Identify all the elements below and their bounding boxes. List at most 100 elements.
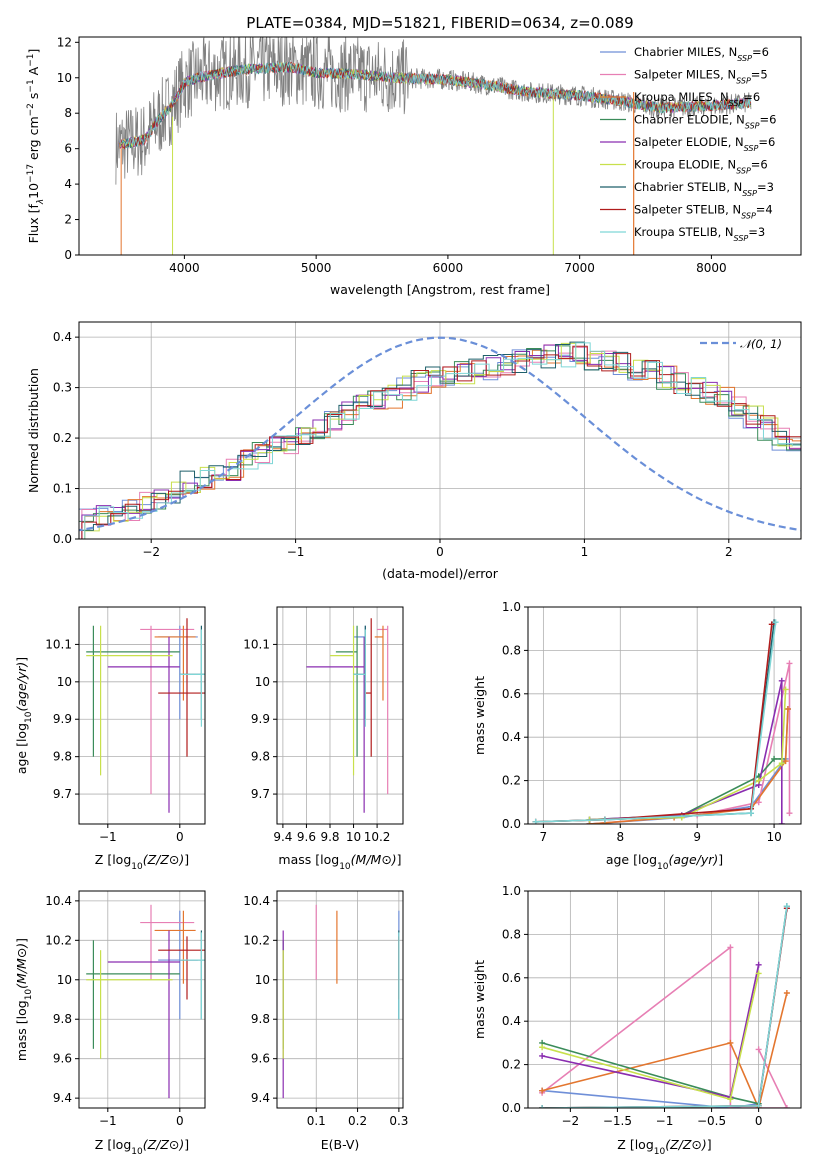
- panel-weight_vs_age: 7 8 9 10 0.0 0.2 0.4 0.6 0.8 1.0 mass weight age [l…: [472, 600, 802, 872]
- y-tick-label: 10: [255, 973, 270, 987]
- weight-point: [601, 816, 608, 823]
- y-tick-label: 9.6: [251, 1052, 270, 1066]
- legend-entry: Kroupa ELODIE, NSSP=6: [634, 158, 768, 176]
- legend-sub: SSP: [736, 76, 751, 85]
- y-tick-label: 9.9: [251, 712, 270, 726]
- y-tick-label: 9.7: [53, 787, 72, 801]
- y-tick-label: 10.2: [45, 933, 72, 947]
- label-sub: 10: [24, 711, 34, 723]
- weight-point: [539, 1087, 546, 1094]
- label-part: (age/yr): [668, 852, 718, 867]
- x-axis-label: Z [log10(Z/Z⊙)]: [95, 852, 189, 872]
- y-axis-label-part: s: [26, 93, 41, 104]
- weight-series-line: [589, 708, 789, 824]
- label-part: (Z/Z⊙): [143, 852, 185, 867]
- label-part: ]: [718, 852, 723, 867]
- legend-text: =5: [751, 68, 768, 82]
- x-tick-label: 8: [616, 830, 624, 844]
- x-axis-label: E(B-V): [321, 1137, 360, 1152]
- weight-series-line: [535, 622, 775, 823]
- x-tick-label: −1: [656, 1114, 674, 1128]
- weight-point: [768, 621, 775, 628]
- y-axis-label: age [log10(age/yr)]: [14, 657, 34, 774]
- histogram-series: [81, 345, 801, 539]
- legend-text: Chabrier STELIB, N: [634, 180, 742, 194]
- label-part: mass [log: [14, 1000, 29, 1061]
- plot-area: [282, 904, 400, 1099]
- y-tick-label: 10.2: [243, 933, 270, 947]
- legend-entry: Salpeter ELODIE, NSSP=6: [634, 135, 775, 153]
- x-tick-label: −1: [99, 1114, 117, 1128]
- legend-text: Kroupa ELODIE, N: [634, 158, 736, 172]
- y-tick-label: 12: [57, 35, 72, 49]
- y-tick-label: 9.9: [53, 712, 72, 726]
- y-tick-label: 0.4: [53, 330, 72, 344]
- y-axis-label-part: −2: [26, 103, 36, 116]
- axes-frame: [276, 606, 404, 825]
- chart-title: PLATE=0384, MJD=51821, FIBERID=0634, z=0…: [246, 14, 633, 32]
- x-axis-label: mass [log10(M/M⊙)]: [278, 852, 401, 872]
- legend-sub: SSP: [729, 99, 744, 108]
- weight-series-line: [541, 992, 788, 1108]
- legend-entry: Salpeter MILES, NSSP=5: [634, 68, 768, 86]
- x-tick-label: 0: [436, 545, 444, 559]
- axes-frame: [78, 890, 206, 1109]
- weight-point: [782, 758, 789, 765]
- axes-frame: [78, 606, 206, 825]
- x-tick-label: −0.5: [697, 1114, 726, 1128]
- x-tick-label: 0.1: [307, 1114, 326, 1128]
- label-part: ]: [397, 852, 402, 867]
- legend-text: =6: [751, 158, 768, 172]
- label-part: age [log: [14, 723, 29, 774]
- histogram-series: [81, 344, 801, 539]
- label-sub: 10: [131, 1147, 143, 1157]
- label-part: ]: [14, 657, 29, 662]
- weight-series-line: [541, 945, 788, 1108]
- plot-area: [115, 37, 752, 255]
- panel-mass_vs_ebv: 0.1 0.2 0.3 9.4 9.6 9.8 10 10.2 10.4 E(B-V): [243, 890, 408, 1152]
- plot-area: [79, 336, 801, 539]
- panel-residuals: −2 −1 0 1 2 0.0 0.1 0.2 0.3 0.4 𝒩(0, 1) (data-model…: [26, 321, 802, 581]
- label-part: Z [log: [95, 852, 131, 867]
- weight-point: [783, 903, 790, 910]
- weight-series-line: [535, 622, 777, 823]
- y-tick-label: 0.2: [502, 1058, 521, 1072]
- y-tick-label: 10.4: [243, 894, 270, 908]
- y-tick-label: 0.6: [502, 971, 521, 985]
- y-axis-label: Normed distribution: [26, 368, 41, 493]
- histogram-series: [79, 345, 801, 539]
- weight-point: [755, 1046, 762, 1053]
- axes-frame: [527, 606, 802, 825]
- y-tick-label: 10: [57, 675, 72, 689]
- legend-text: =6: [743, 90, 760, 104]
- label-sub: 10: [657, 862, 669, 872]
- histogram-series: [84, 342, 801, 539]
- y-tick-label: 0.1: [53, 482, 72, 496]
- y-tick-label: 0.0: [502, 817, 521, 831]
- legend-text: =3: [757, 180, 774, 194]
- x-axis-label: (data-model)/error: [382, 566, 499, 581]
- y-tick-label: 6: [64, 142, 72, 156]
- legend-sub: SSP: [745, 121, 760, 130]
- y-axis-label-part: −1: [26, 79, 36, 92]
- legend-entry: Chabrier STELIB, NSSP=3: [634, 180, 774, 198]
- panels: 4000 5000 6000 7000 8000024681012wavelength …: [14, 35, 802, 1157]
- y-tick-label: 0.2: [502, 774, 521, 788]
- weight-series-line: [589, 708, 789, 824]
- y-tick-label: 0.4: [502, 1014, 521, 1028]
- legend-entry: Chabrier MILES, NSSP=6: [634, 45, 769, 63]
- x-axis-label: Z [log10(Z/Z⊙)]: [95, 1137, 189, 1157]
- weight-point: [539, 1044, 546, 1051]
- y-tick-label: 9.8: [53, 750, 72, 764]
- y-tick-label: 0.0: [53, 532, 72, 546]
- legend-sub: SSP: [734, 234, 749, 243]
- x-tick-label: −1: [287, 545, 305, 559]
- plot-area: [86, 618, 205, 813]
- legend-text: Salpeter MILES, N: [634, 68, 736, 82]
- label-part: Z [log: [617, 1137, 653, 1152]
- gaussian-curve: [79, 336, 801, 532]
- legend-entry: Chabrier ELODIE, NSSP=6: [634, 113, 776, 131]
- y-tick-label: 9.6: [53, 1052, 72, 1066]
